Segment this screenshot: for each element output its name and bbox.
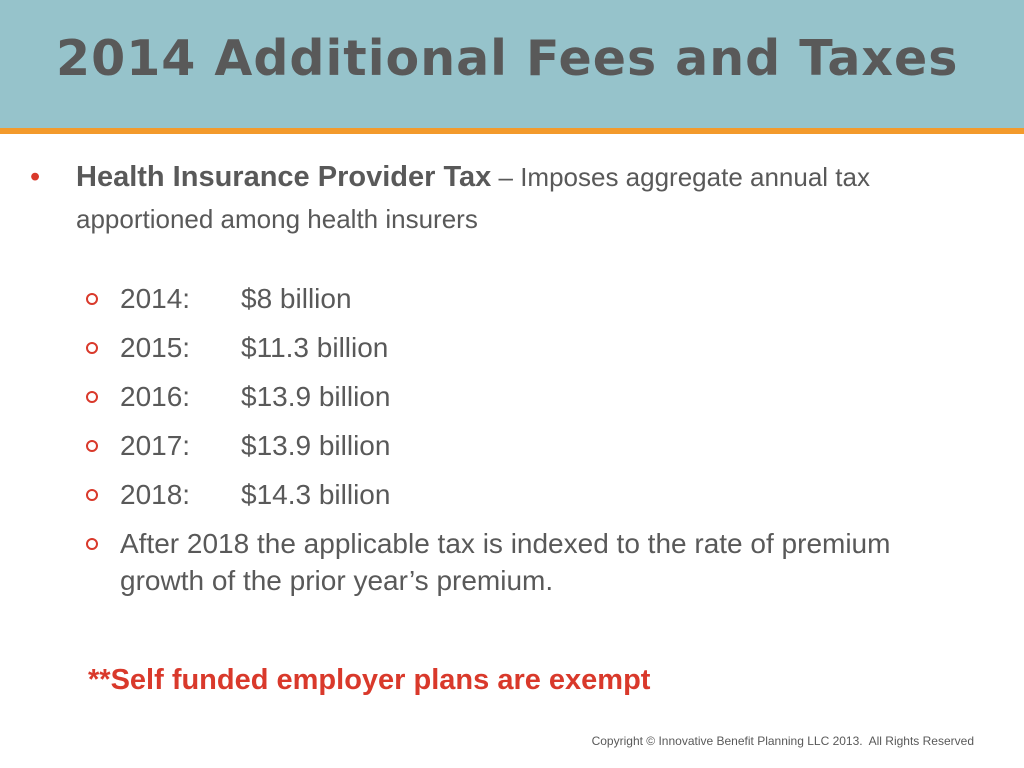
main-bullet-text: Health Insurance Provider Tax – Imposes …	[76, 156, 970, 240]
indexing-note: After 2018 the applicable tax is indexed…	[120, 528, 891, 596]
hollow-circle-bullet-icon	[86, 538, 98, 550]
tax-schedule-list: 2014: $8 billion 2015: $11.3 billion 2016:…	[86, 280, 966, 611]
amount-value: $13.9 billion	[241, 381, 391, 412]
hollow-circle-bullet-icon	[86, 489, 98, 501]
title-underline	[0, 128, 1024, 134]
copyright-footer: Copyright © Innovative Benefit Planning …	[591, 734, 974, 748]
year-label: 2015:	[120, 332, 191, 363]
year-label: 2018:	[120, 479, 191, 510]
list-item: 2015: $11.3 billion	[86, 329, 966, 366]
slide-title: 2014 Additional Fees and Taxes	[56, 30, 959, 87]
title-banner	[0, 0, 1024, 128]
amount-value: $11.3 billion	[241, 332, 389, 363]
main-bullet: • Health Insurance Provider Tax – Impose…	[30, 156, 970, 240]
bullet-heading: Health Insurance Provider Tax	[76, 161, 492, 193]
list-item: 2016: $13.9 billion	[86, 378, 966, 415]
hollow-circle-bullet-icon	[86, 342, 98, 354]
list-item: 2014: $8 billion	[86, 280, 966, 317]
hollow-circle-bullet-icon	[86, 391, 98, 403]
amount-value: $13.9 billion	[241, 430, 391, 461]
hollow-circle-bullet-icon	[86, 293, 98, 305]
exemption-note: **Self funded employer plans are exempt	[88, 664, 651, 696]
year-label: 2016:	[120, 381, 191, 412]
list-item: 2017: $13.9 billion	[86, 427, 966, 464]
list-item: 2018: $14.3 billion	[86, 476, 966, 513]
amount-value: $8 billion	[241, 283, 352, 314]
hollow-circle-bullet-icon	[86, 440, 98, 452]
year-label: 2017:	[120, 430, 191, 461]
bullet-dot-icon: •	[30, 161, 41, 193]
year-label: 2014:	[120, 283, 191, 314]
bullet-description: – Imposes aggregate annual tax apportion…	[76, 162, 870, 234]
amount-value: $14.3 billion	[241, 479, 391, 510]
list-item: After 2018 the applicable tax is indexed…	[86, 525, 966, 599]
